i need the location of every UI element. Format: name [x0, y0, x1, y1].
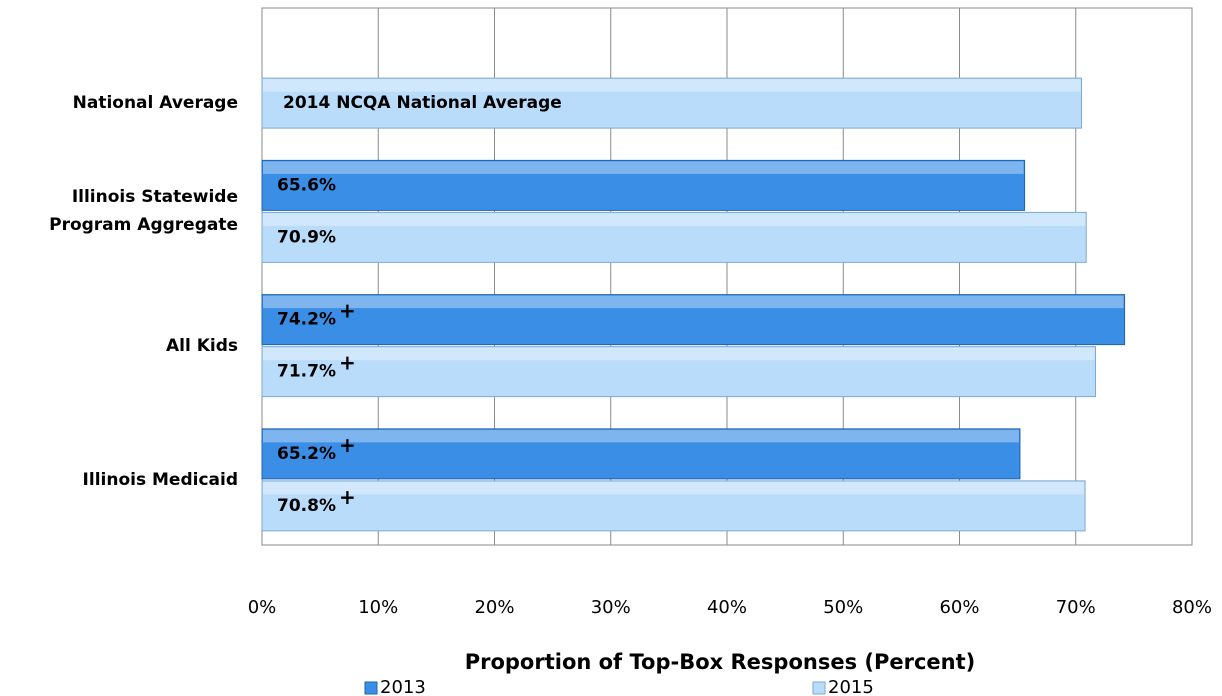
- bar-highlight: [263, 429, 1019, 443]
- legend-swatch: [364, 681, 378, 695]
- bar: [261, 480, 1086, 532]
- value-label-text: 70.8%: [277, 496, 336, 516]
- value-label-text: 71.7%: [277, 362, 336, 382]
- x-tick-label: 80%: [1172, 597, 1212, 618]
- y-tick-label: Illinois Medicaid: [82, 469, 238, 490]
- x-tick-label: 10%: [358, 597, 398, 618]
- bar-highlight: [263, 161, 1024, 174]
- x-tick-label: 50%: [823, 597, 863, 618]
- value-label-superscript: +: [339, 350, 356, 374]
- bar-value-label: 71.7% +: [277, 350, 356, 382]
- value-label-superscript: +: [339, 484, 356, 508]
- bar-highlight: [263, 79, 1081, 92]
- bar-value-label: 74.2% +: [277, 298, 356, 330]
- value-label-text: 65.6%: [277, 175, 336, 195]
- bar: [261, 211, 1087, 263]
- x-tick-label: 40%: [707, 597, 747, 618]
- value-label-superscript: +: [339, 298, 356, 322]
- value-label-text: 70.9%: [277, 227, 336, 247]
- bar-value-label: 70.9%: [277, 227, 336, 247]
- bar-highlight: [263, 347, 1095, 361]
- bar-value-label: 70.8% +: [277, 484, 356, 516]
- y-tick-label: Illinois Statewide Program Aggregate: [49, 187, 238, 236]
- x-axis-title: Proportion of Top-Box Responses (Percent…: [465, 650, 976, 674]
- bar: [261, 294, 1126, 346]
- value-label-superscript: +: [339, 432, 356, 456]
- annotation: 2014 NCQA National Average: [283, 93, 562, 113]
- bar: [261, 77, 1083, 129]
- y-tick-label: National Average: [72, 93, 238, 114]
- value-label-text: 65.2%: [277, 444, 336, 464]
- bar-value-label: 65.2% +: [277, 432, 356, 464]
- bar-highlight: [263, 481, 1085, 495]
- x-tick-label: 60%: [939, 597, 979, 618]
- bar: [261, 428, 1021, 480]
- legend-swatch: [812, 681, 826, 695]
- x-tick-label: 30%: [591, 597, 631, 618]
- bar: [261, 159, 1026, 211]
- x-tick-label: 0%: [248, 597, 277, 618]
- x-tick-label: 20%: [474, 597, 514, 618]
- bar-value-label: 65.6%: [277, 175, 336, 195]
- value-label-text: 74.2%: [277, 310, 336, 330]
- bar-highlight: [263, 213, 1086, 226]
- bar-highlight: [263, 295, 1124, 309]
- x-tick-label: 70%: [1056, 597, 1096, 618]
- legend-label: 2013: [380, 677, 426, 696]
- legend-label: 2015: [828, 677, 874, 696]
- y-tick-label: All Kids: [165, 335, 238, 356]
- plot-border: [261, 7, 1193, 546]
- bar: [261, 346, 1097, 398]
